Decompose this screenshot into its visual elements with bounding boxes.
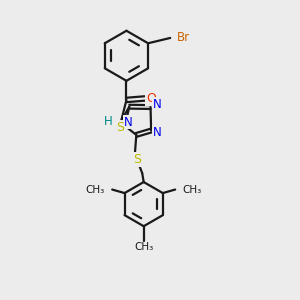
Text: O: O [146, 92, 156, 105]
Text: CH₃: CH₃ [134, 242, 153, 252]
Text: N: N [153, 98, 161, 111]
Text: Br: Br [177, 32, 190, 44]
Text: CH₃: CH₃ [183, 184, 202, 194]
Text: H: H [103, 115, 112, 128]
Text: N: N [124, 116, 133, 128]
Text: S: S [133, 153, 141, 166]
Text: CH₃: CH₃ [85, 184, 104, 194]
Text: S: S [116, 121, 124, 134]
Text: N: N [153, 126, 162, 140]
